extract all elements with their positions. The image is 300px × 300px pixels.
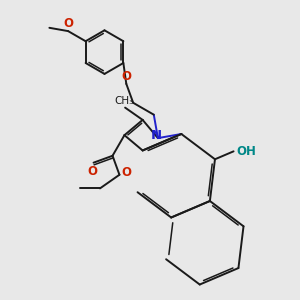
Text: N: N bbox=[150, 129, 161, 142]
Text: O: O bbox=[88, 165, 98, 178]
Text: OH: OH bbox=[236, 145, 256, 158]
Text: O: O bbox=[63, 17, 73, 30]
Text: CH₃: CH₃ bbox=[115, 96, 134, 106]
Text: O: O bbox=[121, 70, 131, 83]
Text: O: O bbox=[122, 166, 131, 179]
